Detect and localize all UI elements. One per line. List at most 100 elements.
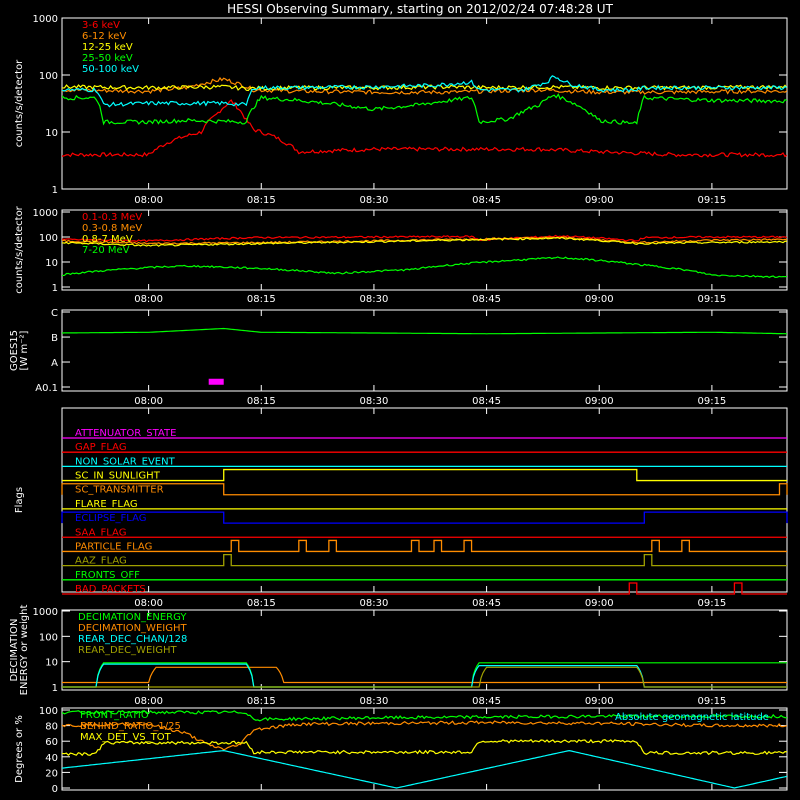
y-tick-label: 10 xyxy=(45,258,58,269)
legend-entry: 0.3-0.8 MeV xyxy=(82,223,142,234)
y-tick-label: C xyxy=(51,308,58,319)
x-tick-label: 09:00 xyxy=(585,195,614,206)
legend-entry: 3-6 keV xyxy=(82,20,120,31)
x-tick-label: 08:30 xyxy=(360,294,389,305)
y-tick-label: 0 xyxy=(52,784,58,795)
x-tick-label: 08:00 xyxy=(134,696,163,707)
flag-label: NON_SOLAR_EVENT xyxy=(75,456,176,467)
series-line xyxy=(62,99,787,158)
y-tick-label: 1 xyxy=(52,283,58,294)
x-tick-label: 08:45 xyxy=(472,598,501,609)
y-tick-label: 1 xyxy=(52,185,58,196)
series-line xyxy=(62,236,787,247)
flag-label: AAZ_FLAG xyxy=(75,556,127,567)
x-tick-label: 08:30 xyxy=(360,696,389,707)
x-tick-label: 08:45 xyxy=(472,696,501,707)
x-tick-label: 08:15 xyxy=(247,396,276,407)
flag-label: PARTICLE_FLAG xyxy=(75,541,152,552)
y-tick-label: 10 xyxy=(45,128,58,139)
flag-trace xyxy=(62,553,787,567)
legend-entry: DECIMATION_ENERGY xyxy=(78,612,187,623)
flag-label: ECLIPSE_FLAG xyxy=(75,513,146,524)
x-tick-label: 09:15 xyxy=(697,598,726,609)
panel-2: 08:00 08:15 08:30 08:45 09:00 09:15 counts/s/d… xyxy=(14,205,788,305)
panel-4: 08:00 08:15 08:30 08:45 09:00 09:15 Flags ATTEN… xyxy=(14,407,788,609)
legend-entry: 0.1-0.3 MeV xyxy=(82,212,142,223)
y-tick-label: 100 xyxy=(39,632,58,643)
legend-entry: 6-12 keV xyxy=(82,31,126,42)
series-line xyxy=(62,666,787,688)
y-tick-label: 1000 xyxy=(33,607,58,618)
x-tick-label: 08:45 xyxy=(472,396,501,407)
series-line xyxy=(62,234,787,243)
y-axis-label: counts/s/detector xyxy=(14,205,25,293)
y-tick-label: 100 xyxy=(39,233,58,244)
x-tick-label: 09:00 xyxy=(585,598,614,609)
flag-trace xyxy=(62,539,787,553)
y-tick-label: 60 xyxy=(45,737,58,748)
x-tick-label: 08:15 xyxy=(247,696,276,707)
x-tick-label: 08:30 xyxy=(360,396,389,407)
y-tick-label: B xyxy=(51,333,58,344)
y-tick-label: 100 xyxy=(39,71,58,82)
y-axis-label: ENERGY or weight xyxy=(19,605,30,696)
series-line xyxy=(62,662,787,688)
y-tick-label: A0.1 xyxy=(35,383,58,394)
x-tick-label: 09:15 xyxy=(697,396,726,407)
legend-entry: 25-50 keV xyxy=(82,53,133,64)
x-tick-label: 08:00 xyxy=(134,396,163,407)
series-line xyxy=(62,327,787,335)
y-tick-label: 1 xyxy=(52,683,58,694)
flag-label: BAD_PACKETS xyxy=(75,584,146,595)
x-tick-label: 08:00 xyxy=(134,195,163,206)
y-axis-label: Degrees or % xyxy=(14,715,25,783)
y-axis-label: Flags xyxy=(14,487,25,513)
y-axis-label: [W m⁻²] xyxy=(19,330,30,370)
plot-title: HESSI Observing Summary, starting on 201… xyxy=(227,2,613,16)
series-line xyxy=(62,666,787,684)
x-tick-label: 08:15 xyxy=(247,294,276,305)
series-line xyxy=(62,710,787,722)
legend-entry: MAX_DET_VS_TOT xyxy=(80,732,172,743)
series-line xyxy=(62,720,787,751)
flag-label: ATTENUATOR_STATE xyxy=(75,428,176,439)
y-tick-label: 20 xyxy=(45,768,58,779)
x-tick-label: 08:15 xyxy=(247,195,276,206)
x-tick-label: 08:15 xyxy=(247,598,276,609)
series-line xyxy=(62,738,787,757)
panel-frame xyxy=(61,707,788,791)
x-tick-label: 08:30 xyxy=(360,195,389,206)
y-tick-label: 80 xyxy=(45,722,58,733)
legend-entry: 0.8-7 MeV xyxy=(82,234,133,245)
y-tick-label: 100 xyxy=(39,706,58,717)
x-tick-label: 08:30 xyxy=(360,598,389,609)
flag-trace xyxy=(62,582,787,595)
series-line xyxy=(62,236,787,245)
panel-3: 08:00 08:15 08:30 08:45 09:00 09:15 GOES15 [W m… xyxy=(9,308,788,407)
legend-entry: BEHIND_RATIO_1/25 xyxy=(80,721,181,732)
flag-label: FRONTS_OFF xyxy=(75,570,140,581)
x-tick-label: 09:15 xyxy=(697,294,726,305)
x-tick-label: 09:00 xyxy=(585,696,614,707)
x-tick-label: 08:45 xyxy=(472,294,501,305)
panel-frame xyxy=(61,209,788,291)
flag-label: SC_TRANSMITTER xyxy=(75,485,164,496)
flag-trace xyxy=(61,483,788,496)
panel-frame xyxy=(61,407,788,593)
flag-label: GAP_FLAG xyxy=(75,442,127,453)
legend-entry: REAR_DEC_WEIGHT xyxy=(78,645,177,656)
flag-trace xyxy=(61,511,788,524)
legend-entry: 7-20 MeV xyxy=(82,245,130,256)
y-axis-label: DECIMATION xyxy=(9,618,20,681)
x-tick-label: 08:00 xyxy=(134,598,163,609)
annotation: Absolute geomagnetic latitude xyxy=(615,712,769,723)
y-axis-label: GOES15 xyxy=(9,330,20,371)
panel-5: 08:00 08:15 08:30 08:45 09:00 09:15 DECIMATION… xyxy=(9,605,788,707)
flag-label: SC_IN_SUNLIGHT xyxy=(75,471,161,482)
series-line xyxy=(62,256,787,279)
flag-trace xyxy=(62,468,787,482)
panel-6: Degrees or % 0 20 40 60 80 100 FRONT_RATIOBEHIN… xyxy=(14,706,788,795)
flag-label: FLARE_FLAG xyxy=(75,499,138,510)
x-tick-label: 09:15 xyxy=(697,195,726,206)
legend-entry: 50-100 keV xyxy=(82,64,139,75)
